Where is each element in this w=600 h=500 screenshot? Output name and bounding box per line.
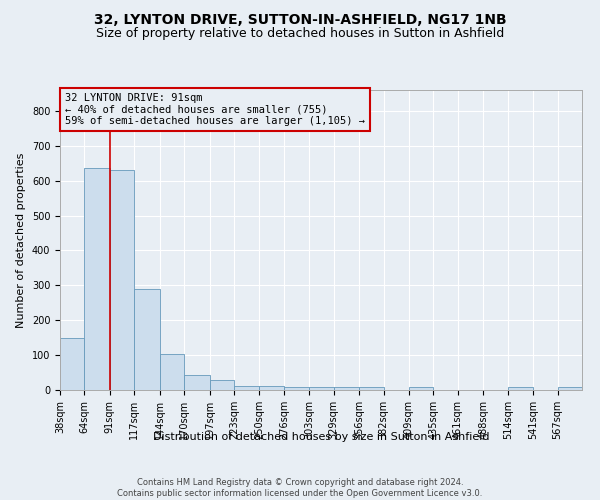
Bar bbox=[409, 387, 433, 390]
Bar bbox=[284, 386, 309, 390]
Bar bbox=[134, 289, 160, 390]
Text: Distribution of detached houses by size in Sutton in Ashfield: Distribution of detached houses by size … bbox=[153, 432, 489, 442]
Bar bbox=[184, 376, 209, 390]
Bar bbox=[557, 387, 582, 390]
Bar bbox=[309, 386, 334, 390]
Bar bbox=[234, 386, 259, 390]
Y-axis label: Number of detached properties: Number of detached properties bbox=[16, 152, 26, 328]
Bar bbox=[85, 168, 110, 390]
Text: 32, LYNTON DRIVE, SUTTON-IN-ASHFIELD, NG17 1NB: 32, LYNTON DRIVE, SUTTON-IN-ASHFIELD, NG… bbox=[94, 12, 506, 26]
Bar bbox=[209, 380, 234, 390]
Bar bbox=[60, 338, 85, 390]
Bar bbox=[110, 170, 134, 390]
Bar bbox=[160, 354, 184, 390]
Text: 32 LYNTON DRIVE: 91sqm
← 40% of detached houses are smaller (755)
59% of semi-de: 32 LYNTON DRIVE: 91sqm ← 40% of detached… bbox=[65, 93, 365, 126]
Bar bbox=[334, 386, 359, 390]
Text: Size of property relative to detached houses in Sutton in Ashfield: Size of property relative to detached ho… bbox=[96, 28, 504, 40]
Bar bbox=[359, 387, 383, 390]
Bar bbox=[259, 386, 284, 390]
Text: Contains HM Land Registry data © Crown copyright and database right 2024.
Contai: Contains HM Land Registry data © Crown c… bbox=[118, 478, 482, 498]
Bar bbox=[508, 387, 533, 390]
